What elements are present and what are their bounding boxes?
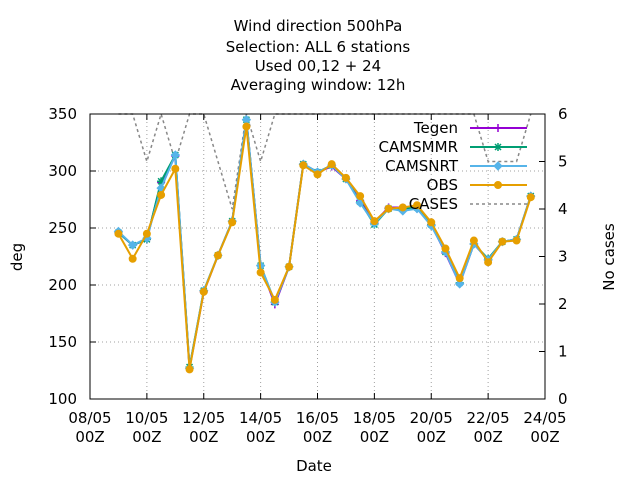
cases-line-layer [118, 111, 532, 210]
x-tick-label-hour: 00Z [473, 428, 502, 446]
x-tick-label-date: 12/05 [182, 409, 225, 427]
y2-tick-label: 6 [558, 105, 568, 123]
title-line-4: Averaging window: 12h [231, 76, 406, 94]
y-tick-label: 250 [48, 219, 77, 237]
y-tick-label: 100 [48, 390, 77, 408]
axis-ticks [89, 113, 546, 400]
y2-axis-label: No cases [600, 223, 618, 291]
data-point [128, 254, 137, 263]
x-tick-label-date: 24/05 [523, 409, 566, 427]
data-point [185, 365, 194, 374]
data-point [493, 161, 503, 171]
legend-label: CASES [409, 195, 458, 213]
legend-label: CAMSMMR [378, 138, 458, 156]
data-point [171, 164, 180, 173]
legend-entry-tegen: Tegen [413, 119, 527, 137]
x-tick-label-date: 22/05 [467, 409, 510, 427]
x-axis-label: Date [296, 457, 332, 475]
data-point [384, 204, 393, 213]
data-point [370, 217, 379, 226]
y-tick-label: 200 [48, 276, 77, 294]
data-point [469, 236, 478, 245]
x-tick-labels: 08/0500Z10/0500Z12/0500Z14/0500Z16/0500Z… [68, 409, 566, 446]
data-point [484, 258, 493, 267]
y-tick-labels: 100 150 200 250 300 350 [48, 105, 77, 408]
legend-entry-camsmmr: CAMSMMR [378, 138, 527, 156]
data-point [398, 203, 407, 212]
data-point [455, 274, 464, 283]
data-point [170, 150, 181, 160]
y2-tick-label: 5 [558, 153, 568, 171]
x-tick-label-hour: 00Z [303, 428, 332, 446]
data-point [313, 170, 322, 179]
cases-line [118, 111, 532, 210]
series-line [117, 125, 532, 371]
data-point [228, 218, 237, 227]
data-point [526, 193, 535, 202]
data-point [199, 287, 208, 296]
x-tick-label-date: 16/05 [296, 409, 339, 427]
x-tick-label-hour: 00Z [417, 428, 446, 446]
x-tick-label-date: 20/05 [410, 409, 453, 427]
data-point [114, 229, 123, 238]
data-point [356, 192, 365, 201]
y2-tick-label: 0 [558, 390, 568, 408]
data-point [213, 251, 222, 260]
legend-entry-cases: CASES [409, 195, 527, 213]
y-tick-label: 300 [48, 162, 77, 180]
x-tick-label-hour: 00Z [530, 428, 559, 446]
data-point [270, 295, 279, 304]
y2-tick-label: 1 [558, 343, 568, 361]
data-point [454, 279, 465, 289]
x-tick-label-date: 18/05 [353, 409, 396, 427]
data-point [127, 240, 138, 250]
x-tick-label-hour: 00Z [360, 428, 389, 446]
data-point [285, 262, 294, 271]
series-layer [113, 114, 536, 374]
legend-entry-camsnrt: CAMSNRT [385, 157, 527, 175]
data-point [494, 124, 502, 132]
data-point [512, 236, 521, 245]
y2-tick-label: 4 [558, 200, 568, 218]
data-point [142, 229, 151, 238]
chart-title: Wind direction 500hPa Selection: ALL 6 s… [226, 17, 411, 94]
y2-tick-label: 2 [558, 295, 568, 313]
data-point [494, 143, 502, 151]
x-tick-label-hour: 00Z [246, 428, 275, 446]
data-point [299, 161, 308, 170]
data-point [341, 173, 350, 182]
x-tick-label-date: 10/05 [125, 409, 168, 427]
data-point [256, 268, 265, 277]
legend-entry-obs: OBS [427, 176, 527, 194]
legend-label: CAMSNRT [385, 157, 459, 175]
data-point [242, 122, 251, 131]
y2-tick-label: 3 [558, 248, 568, 266]
data-point [327, 160, 336, 169]
x-tick-label-date: 08/05 [68, 409, 111, 427]
y-tick-label: 150 [48, 333, 77, 351]
data-point [441, 244, 450, 253]
x-tick-label-hour: 00Z [75, 428, 104, 446]
data-point [427, 218, 436, 227]
x-tick-label-hour: 00Z [132, 428, 161, 446]
x-tick-label-date: 14/05 [239, 409, 282, 427]
data-point [413, 201, 422, 210]
data-point [157, 190, 166, 199]
legend-label: OBS [427, 176, 458, 194]
grid-lines [90, 114, 545, 399]
data-point [494, 181, 502, 189]
series-obs [114, 122, 535, 374]
plot-border [89, 113, 546, 400]
y-axis-label: deg [8, 243, 26, 271]
title-line-2: Selection: ALL 6 stations [226, 38, 411, 56]
data-point [498, 237, 507, 246]
y-tick-label: 350 [48, 105, 77, 123]
x-tick-label-hour: 00Z [189, 428, 218, 446]
legend-label: Tegen [413, 119, 458, 137]
title-line-3: Used 00,12 + 24 [255, 57, 381, 75]
title-line-1: Wind direction 500hPa [234, 17, 403, 35]
y2-tick-labels: 0 1 2 3 4 5 6 [558, 105, 568, 408]
